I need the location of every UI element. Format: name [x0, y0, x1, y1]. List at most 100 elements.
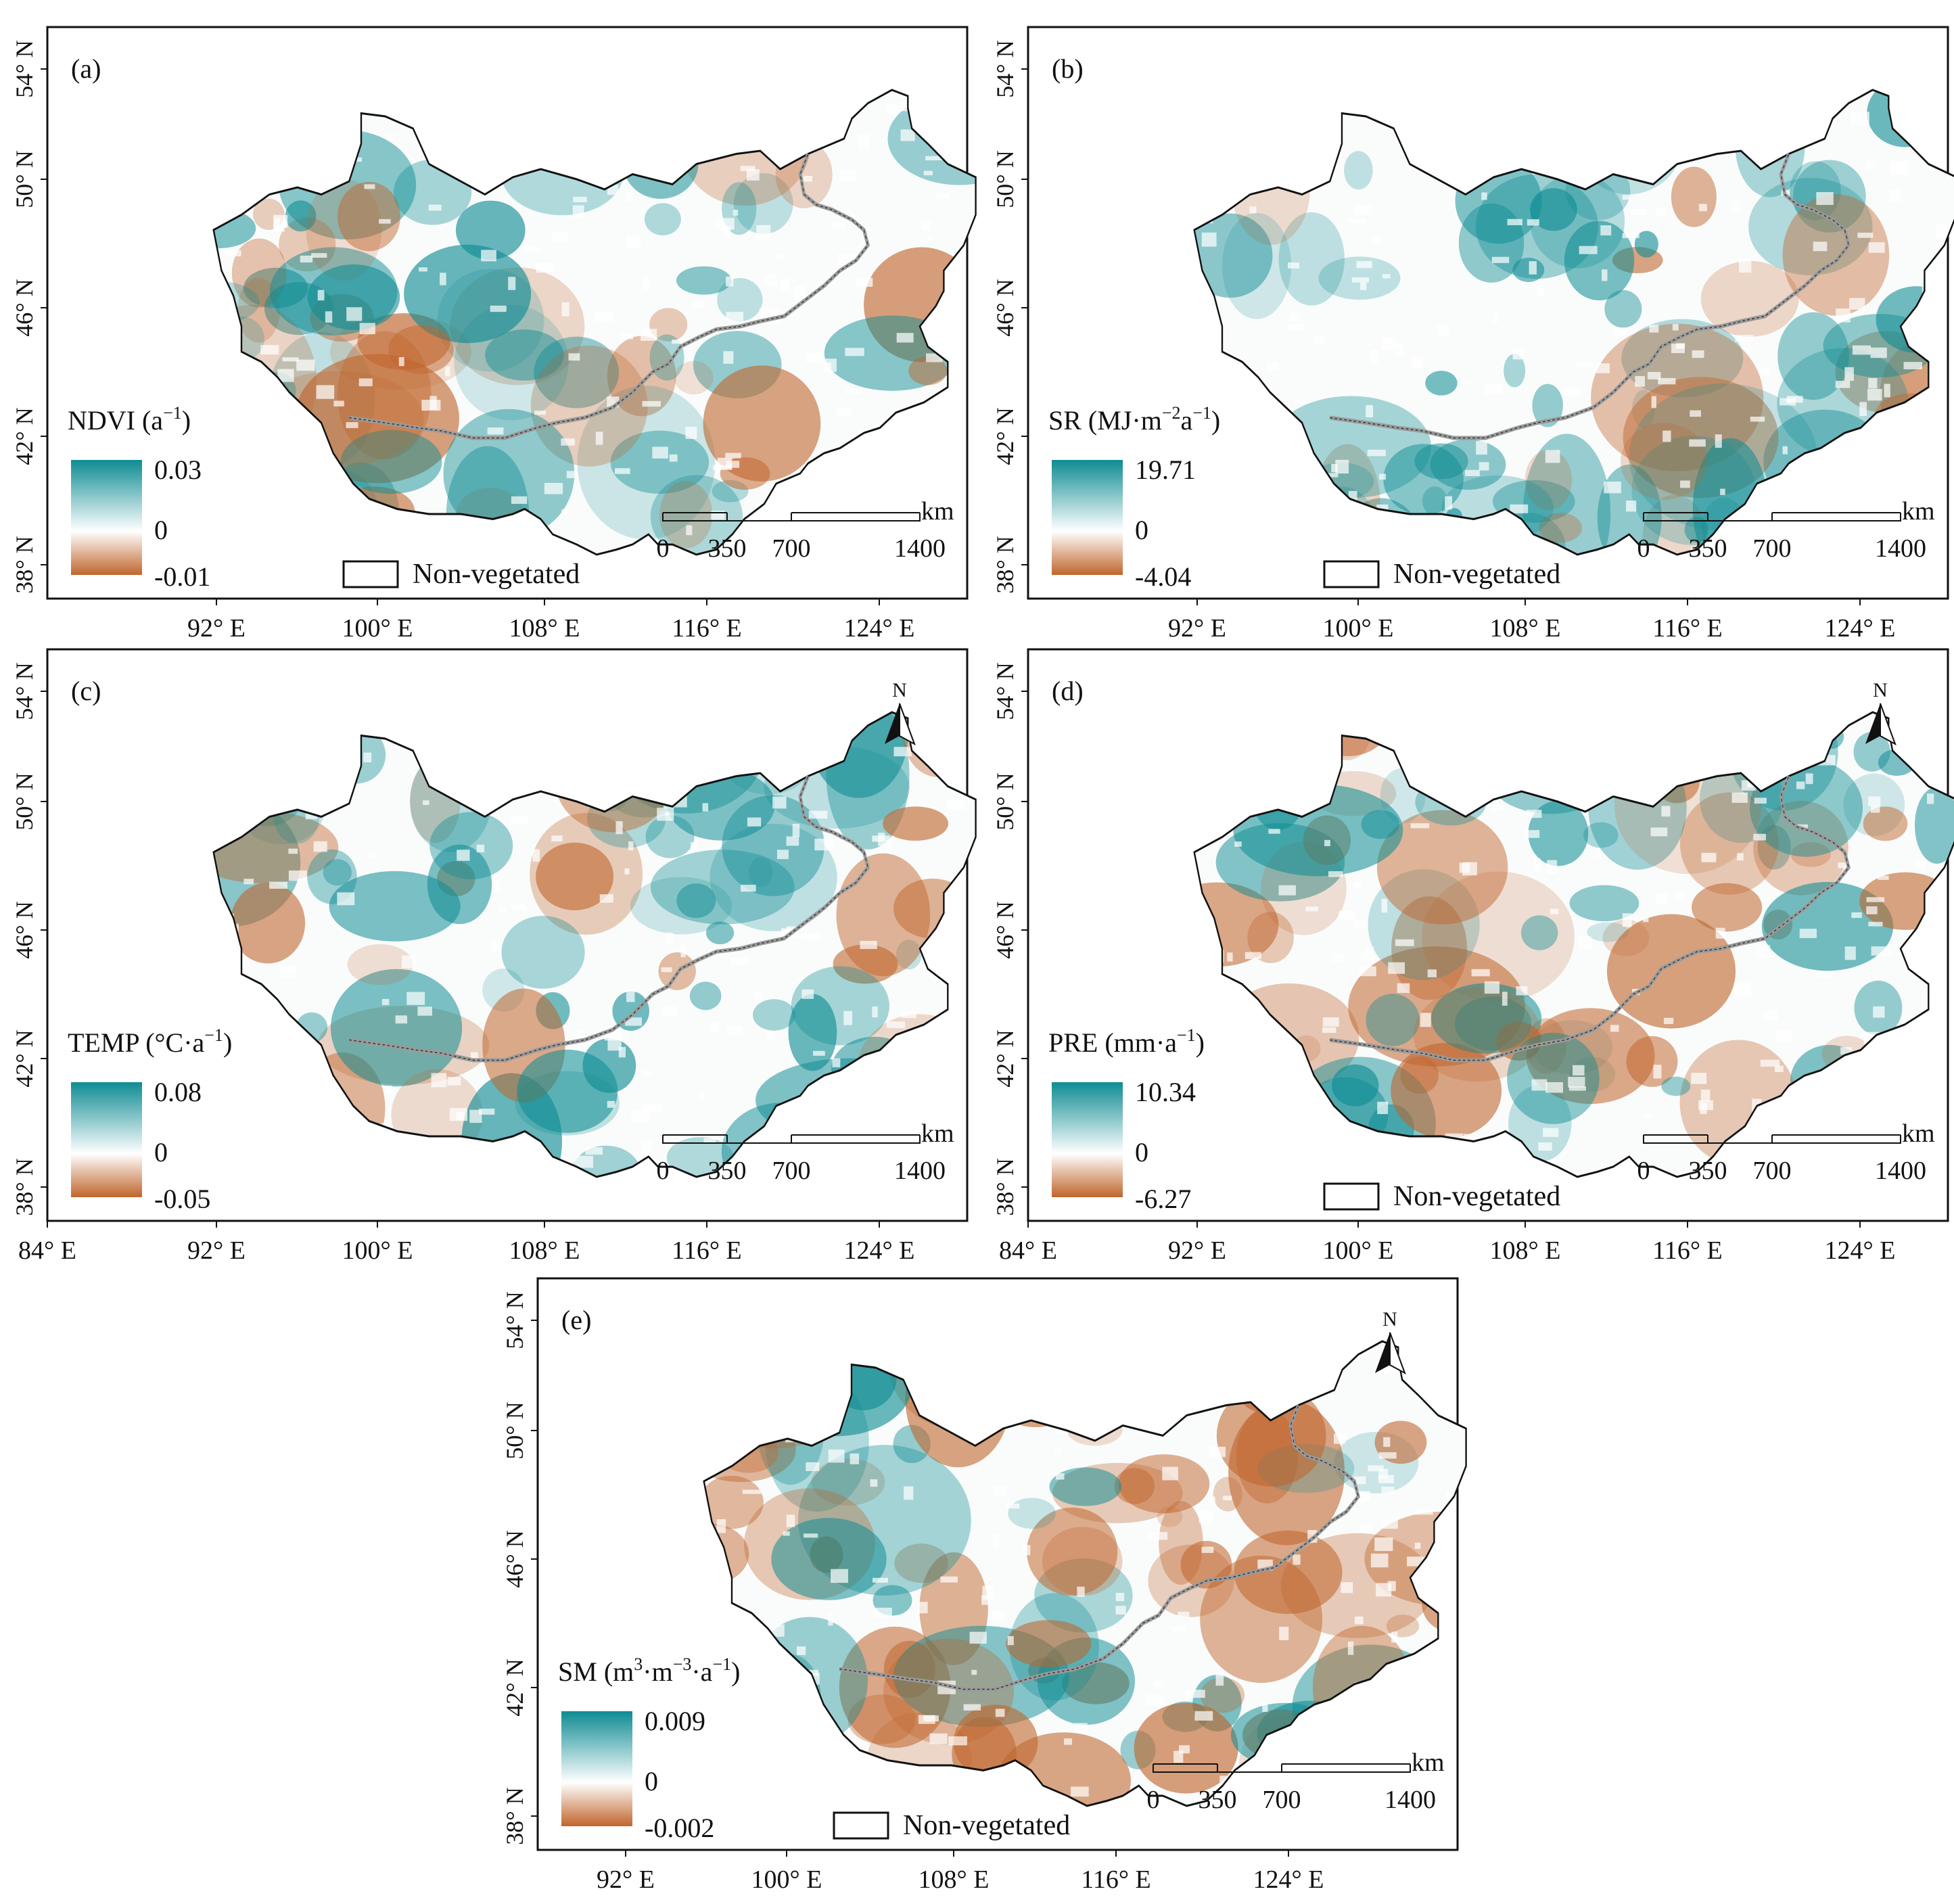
lat-label: 50° N [501, 1401, 528, 1459]
trend-patch [674, 361, 714, 395]
trend-patch [1583, 822, 1619, 848]
trend-patch [1538, 513, 1582, 543]
scale-tick: 1400 [1875, 534, 1926, 563]
trend-patch [1422, 871, 1575, 1002]
trend-patch [1216, 1385, 1326, 1487]
trend-patch [330, 969, 463, 1087]
legend-title: PRE (mm·a−1​) [1048, 1025, 1205, 1058]
trend-patch [347, 944, 413, 985]
lon-label: 84° E [18, 1236, 76, 1265]
colorbar [1052, 460, 1123, 575]
trend-patch [649, 308, 688, 342]
trend-patch [752, 999, 795, 1031]
scale-bar: km 0 350 700 1400 [657, 1119, 954, 1185]
lon-label: 92° E [187, 1236, 246, 1265]
trend-patch [710, 823, 837, 931]
trend-patch [1383, 444, 1464, 515]
trend-patch [429, 812, 513, 880]
trend-patch [1512, 258, 1545, 282]
trend-patch [847, 1694, 916, 1744]
trend-patch [705, 921, 735, 945]
trend-patch [703, 365, 821, 482]
scale-bar: km 0 350 700 1400 [657, 497, 954, 563]
lon-label: 108° E [1490, 614, 1561, 643]
trend-patch [329, 870, 461, 942]
trend-patch [791, 966, 889, 1046]
lat-label: 50° N [992, 150, 1019, 208]
colorbar-max: 0.08 [154, 1077, 202, 1107]
colorbar [561, 1711, 632, 1826]
panel-d: 54° N 50° N 46° N 42° N 38° N 84° E 92° E 100° … [992, 648, 1954, 1265]
lon-label: 124° E [1825, 614, 1896, 643]
lat-label: 42° N [11, 407, 38, 465]
nonveg-swatch [1323, 1182, 1380, 1211]
lat-label: 54° N [11, 40, 38, 97]
panel-label: (c) [71, 676, 101, 706]
trend-patch [1526, 1008, 1655, 1105]
trend-patch [1520, 915, 1558, 950]
trend-patch [388, 325, 454, 374]
scale-tick: 700 [1753, 1157, 1792, 1185]
lon-label: 100° E [1323, 1236, 1394, 1265]
trend-patch [1530, 174, 1625, 269]
trend-patch [443, 409, 575, 539]
trend-patch [230, 883, 306, 964]
trend-patch [610, 430, 710, 494]
lon-label: 100° E [342, 614, 413, 643]
trend-patch [771, 1518, 887, 1600]
trend-patch [530, 345, 648, 467]
colorbar-min: -0.01 [154, 561, 210, 592]
scale-tick: 0 [657, 534, 670, 563]
trend-patch [294, 354, 459, 484]
lat-label: 46° N [11, 279, 38, 336]
scale-tick: 350 [1689, 534, 1727, 563]
colorbar-max: 10.34 [1135, 1077, 1196, 1107]
trend-patch [1564, 220, 1635, 301]
trend-patch [894, 1543, 949, 1583]
trend-patch [1391, 1042, 1502, 1139]
scale-unit: km [1902, 497, 1935, 526]
lat-label: 38° N [11, 536, 38, 593]
trend-patch [1684, 517, 1708, 543]
scale-tick: 0 [1637, 534, 1650, 563]
trend-patch [1200, 1677, 1245, 1713]
nonveg-label: Non-vegetated [413, 559, 580, 590]
colorbar [71, 1082, 142, 1197]
trend-patch [1679, 792, 1779, 895]
trend-patch [836, 853, 931, 977]
trend-patch [517, 1049, 618, 1133]
trend-patch [1425, 371, 1458, 396]
lon-label: 116° E [672, 614, 742, 643]
trend-patch [1671, 166, 1717, 227]
scale-tick: 350 [1199, 1786, 1237, 1814]
lon-label: 124° E [844, 1236, 915, 1265]
lat-label: 50° N [11, 150, 38, 208]
panel-label: (d) [1052, 676, 1084, 706]
trend-patch [1661, 1076, 1691, 1096]
lat-label: 42° N [501, 1658, 528, 1716]
trend-patch [338, 181, 401, 252]
lon-label: 116° E [1652, 1236, 1723, 1265]
lat-label: 50° N [11, 772, 38, 830]
trend-patch [485, 329, 564, 381]
scale-unit: km [1902, 1119, 1935, 1148]
lat-label: 46° N [992, 279, 1019, 336]
panel-e: 54° N 50° N 46° N 42° N 38° N 92° E 100° E 108°… [501, 1277, 1468, 1894]
trend-patch [454, 304, 569, 421]
trend-patch [703, 1475, 764, 1529]
trend-patch [1507, 1033, 1600, 1124]
scale-tick: 0 [1147, 1786, 1160, 1814]
lon-label: 124° E [1825, 1236, 1896, 1265]
lat-label: 46° N [11, 901, 38, 958]
nonveg-label: Non-vegetated [1393, 1181, 1560, 1212]
colorbar-zero: 0 [645, 1766, 658, 1796]
scale-tick: 350 [708, 534, 747, 563]
scale-tick: 350 [708, 1157, 747, 1185]
lon-label: 84° E [999, 1236, 1057, 1265]
trend-patch [1222, 212, 1292, 319]
scale-unit: km [1412, 1748, 1445, 1777]
trend-patch [1200, 1555, 1323, 1684]
north-arrow: N [885, 679, 916, 746]
trend-patch [1194, 882, 1279, 967]
